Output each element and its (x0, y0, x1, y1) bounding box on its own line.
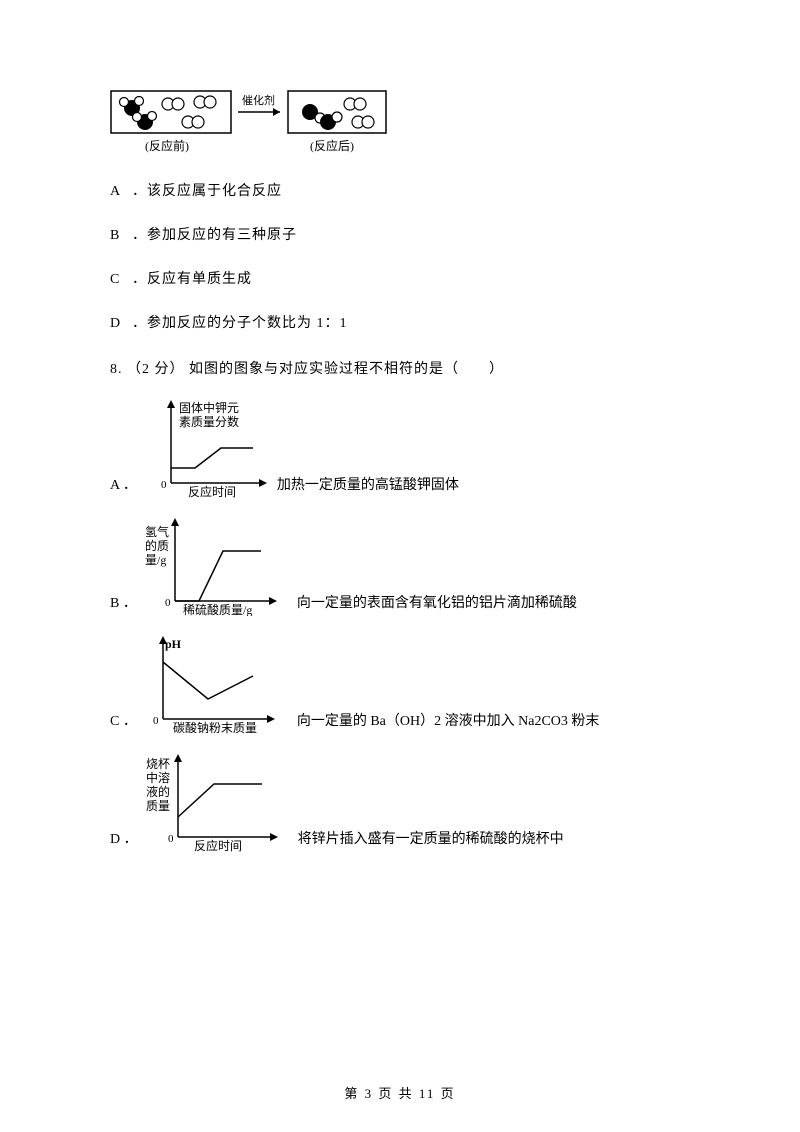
svg-text:pH: pH (165, 637, 182, 651)
svg-text:0: 0 (153, 715, 159, 727)
option-c-text: 反应有单质生成 (147, 272, 252, 287)
svg-text:烧杯: 烧杯 (146, 757, 170, 771)
svg-text:氢气: 氢气 (145, 524, 169, 539)
svg-text:0: 0 (168, 833, 174, 845)
reaction-diagram: 催化剂 (反应前) (反应后) (110, 90, 690, 156)
choice-c-row: C ． pH 0 碳酸钠粉末质量 向一定量的 Ba（OH）2 溶液中加入 Na2… (110, 634, 690, 734)
q8-stem: 如图的图象与对应实验过程不相符的是（ ） (189, 362, 504, 377)
svg-text:碳酸钠粉末质量: 碳酸钠粉末质量 (173, 720, 257, 734)
option-b: B．参加反应的有三种原子 (110, 224, 690, 244)
svg-text:素质量分数: 素质量分数 (179, 414, 239, 429)
svg-text:液的: 液的 (146, 784, 170, 799)
chart-b: 氢气 的质 量/g 0 稀硫酸质量/g (143, 516, 293, 616)
q8-number: 8. (110, 362, 123, 377)
svg-text:固体中钾元: 固体中钾元 (179, 400, 239, 415)
reaction-svg: 催化剂 (反应前) (反应后) (110, 90, 410, 156)
option-d-text: 参加反应的分子个数比为 1：1 (147, 316, 348, 331)
svg-text:中溶: 中溶 (146, 770, 170, 785)
choice-b-label: B ． (110, 592, 137, 616)
page-footer: 第 3 页 共 11 页 (0, 1083, 800, 1102)
chart-c: pH 0 碳酸钠粉末质量 (143, 634, 293, 734)
choice-c-text: 向一定量的 Ba（OH）2 溶液中加入 Na2CO3 粉末 (297, 710, 600, 734)
choice-a-text: 加热一定质量的高锰酸钾固体 (277, 474, 459, 498)
option-d: D．参加反应的分子个数比为 1：1 (110, 312, 690, 332)
option-c: C．反应有单质生成 (110, 268, 690, 288)
chart-a: 固体中钾元 素质量分数 0 反应时间 (143, 398, 273, 498)
choice-a-label: A ． (110, 474, 137, 498)
choice-c-label: C ． (110, 710, 137, 734)
question-8: 8. （2 分） 如图的图象与对应实验过程不相符的是（ ） (110, 358, 690, 378)
svg-text:0: 0 (161, 479, 167, 491)
option-b-text: 参加反应的有三种原子 (147, 228, 297, 243)
choice-d-label: D ． (110, 828, 138, 852)
svg-text:质量: 质量 (146, 799, 170, 813)
arrow-label: 催化剂 (242, 93, 275, 107)
choice-d-text: 将锌片插入盛有一定质量的稀硫酸的烧杯中 (298, 828, 564, 852)
svg-text:反应时间: 反应时间 (194, 838, 242, 852)
choice-b-row: B ． 氢气 的质 量/g 0 稀硫酸质量/g 向一定量的表面含有氧化铝的铝片滴… (110, 516, 690, 616)
svg-text:量/g: 量/g (145, 553, 166, 567)
choice-b-text: 向一定量的表面含有氧化铝的铝片滴加稀硫酸 (297, 592, 577, 616)
option-a-text: 该反应属于化合反应 (147, 184, 282, 199)
svg-text:的质: 的质 (145, 538, 169, 553)
svg-text:反应时间: 反应时间 (188, 484, 236, 498)
after-label: (反应后) (310, 138, 354, 153)
option-a: A．该反应属于化合反应 (110, 180, 690, 200)
page: 催化剂 (反应前) (反应后) A．该反应属于化合反应 B．参加反应的有三种原子… (0, 0, 800, 852)
q8-score: （2 分） (127, 362, 185, 377)
choice-d-row: D ． 烧杯 中溶 液的 质量 0 反应时间 将锌片插入盛有一定质量的稀硫酸的烧… (110, 752, 690, 852)
footer-text: 第 3 页 共 11 页 (344, 1086, 455, 1101)
chart-d: 烧杯 中溶 液的 质量 0 反应时间 (144, 752, 294, 852)
svg-text:稀硫酸质量/g: 稀硫酸质量/g (183, 602, 252, 616)
choice-a-row: A ． 固体中钾元 素质量分数 0 反应时间 加热一定质量的高锰酸钾固体 (110, 398, 690, 498)
before-label: (反应前) (145, 138, 189, 153)
svg-text:0: 0 (165, 597, 171, 609)
